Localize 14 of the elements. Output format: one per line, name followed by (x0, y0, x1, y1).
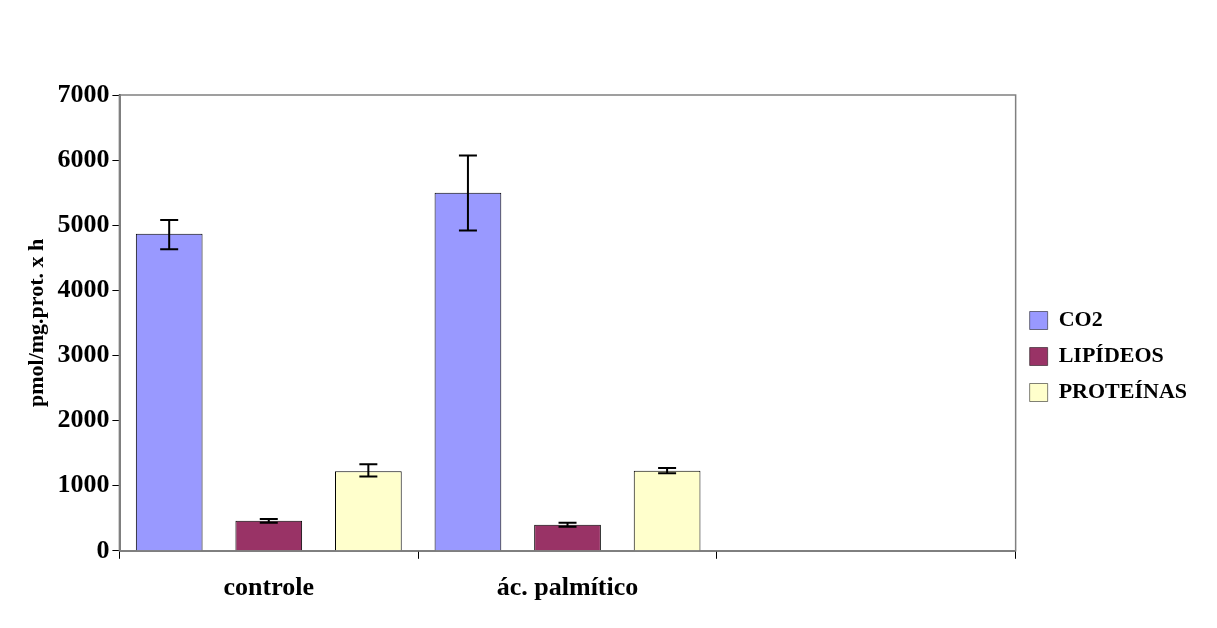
x-tick-label: controle (223, 572, 315, 602)
y-tick-label: 6000 (57, 143, 110, 173)
y-tick-label: 1000 (57, 469, 110, 499)
y-tick-label: 4000 (57, 274, 110, 304)
y-tick-label: 5000 (57, 208, 110, 238)
y-axis-title: pmol/mg.prot. x h (22, 238, 48, 408)
legend-label: CO2 (1058, 306, 1103, 332)
legend-label: PROTEÍNAS (1058, 378, 1187, 404)
y-tick-label: 3000 (57, 339, 110, 369)
y-tick-label: 0 (96, 534, 110, 564)
x-tick-label: ác. palmítico (496, 572, 639, 602)
y-tick-label: 7000 (57, 78, 110, 108)
legend-label: LIPÍDEOS (1058, 342, 1164, 368)
y-tick-label: 2000 (57, 404, 110, 434)
